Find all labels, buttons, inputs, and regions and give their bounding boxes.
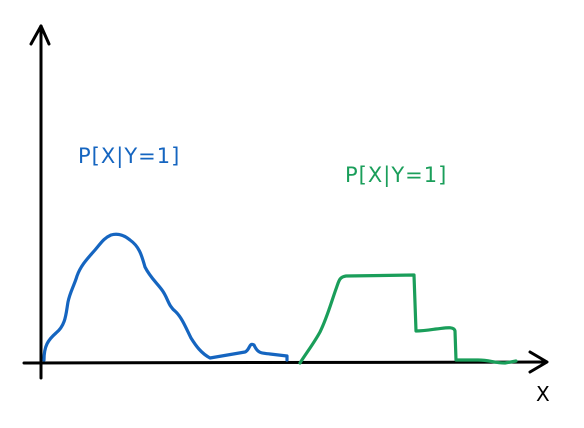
y-axis-arrowhead xyxy=(29,24,51,46)
green-curve-label: P[X|Y=1] xyxy=(345,163,447,188)
green-density-curve xyxy=(298,273,518,365)
x-axis: X xyxy=(22,350,550,406)
x-axis-line xyxy=(22,360,548,365)
blue-curve-label: P[X|Y=1] xyxy=(78,144,180,169)
y-axis xyxy=(29,24,51,380)
x-axis-label: X xyxy=(536,382,550,406)
blue-density-curve xyxy=(42,232,289,362)
x-axis-arrowhead xyxy=(528,350,549,374)
